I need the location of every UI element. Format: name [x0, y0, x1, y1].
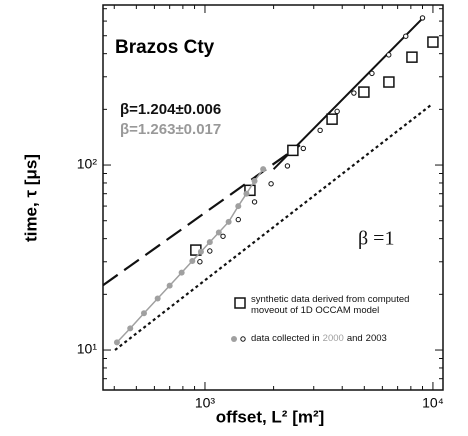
fit-line	[272, 17, 424, 170]
square-marker	[358, 86, 370, 98]
annotation: β=1.204±0.006	[120, 101, 221, 118]
circle-marker	[251, 199, 258, 205]
circle-marker	[240, 336, 246, 342]
circle-marker	[403, 33, 409, 39]
circle-marker	[197, 259, 203, 265]
dot-marker	[260, 166, 267, 173]
circle-marker	[334, 108, 340, 115]
legend-text: and	[346, 333, 363, 344]
annotation: β=1.263±0.017	[120, 121, 221, 138]
square-marker	[383, 76, 395, 88]
y-axis-label: time, τ [μs]	[21, 154, 40, 242]
legend-label: data collected in 2000 and 2003	[251, 333, 441, 344]
dot-marker	[206, 239, 213, 246]
y-tick-label: 10¹	[77, 341, 98, 357]
fit-line	[114, 104, 432, 351]
circle-marker	[369, 70, 375, 77]
dot-marker	[243, 190, 250, 197]
dot-marker	[127, 325, 134, 332]
circle-marker	[419, 15, 426, 21]
dot-marker	[189, 257, 196, 264]
circle-marker	[386, 52, 392, 58]
legend-text: data collected in	[251, 333, 320, 344]
square-marker	[234, 297, 246, 309]
square-marker	[287, 144, 299, 157]
fit-line	[102, 144, 301, 287]
legend-label: synthetic data derived from computed mov…	[251, 294, 410, 316]
dot-marker	[215, 229, 222, 236]
chart-title: Brazos Cty	[115, 37, 215, 58]
legend-entry: synthetic data derived from computed mov…	[251, 294, 410, 316]
plot-frame	[102, 4, 444, 391]
dot-marker	[197, 248, 204, 255]
circle-marker	[268, 181, 274, 187]
circle-marker	[220, 233, 226, 239]
square-marker	[406, 51, 418, 63]
dot-marker	[225, 218, 232, 225]
x-axis-label: offset, L² [m²]	[216, 407, 325, 426]
dot-marker	[154, 295, 161, 302]
legend-text: 2000	[322, 333, 344, 344]
circle-marker	[207, 248, 213, 254]
annotation: β =1	[358, 228, 394, 250]
y-tick-label: 10²	[77, 156, 98, 172]
circle-marker	[317, 127, 323, 134]
circle-marker	[351, 90, 357, 96]
dot-marker	[235, 203, 242, 210]
square-marker	[244, 184, 256, 197]
legend-text: 2003	[365, 333, 387, 344]
x-tick-label: 10³	[195, 395, 216, 411]
dot-marker	[166, 282, 173, 289]
square-marker	[326, 113, 338, 125]
circle-marker	[235, 216, 241, 223]
dot-marker	[178, 269, 185, 276]
square-marker	[427, 36, 439, 48]
circle-marker	[300, 145, 307, 152]
series-line	[116, 168, 264, 343]
circle-marker	[284, 163, 291, 169]
dot-marker	[140, 310, 147, 317]
dot-marker	[231, 336, 237, 342]
legend-entry: data collected in 2000 and 2003	[251, 333, 441, 344]
dot-marker	[113, 339, 120, 346]
x-tick-label: 10⁴	[422, 395, 444, 411]
dot-marker	[251, 177, 258, 184]
